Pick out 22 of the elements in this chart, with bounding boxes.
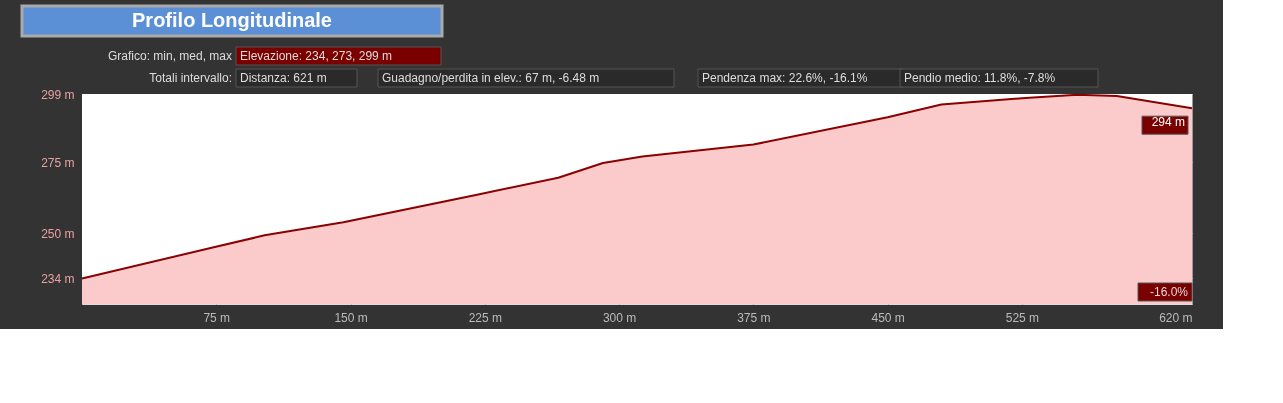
x-tick-label: 150 m	[334, 310, 368, 325]
y-tick-label: 234 m	[41, 271, 75, 286]
annotation: 294 m	[1151, 115, 1185, 130]
y-tick-label: 299 m	[41, 87, 75, 102]
text: Grafico: min, med, max	[107, 49, 232, 63]
x-tick-label: 450 m	[871, 310, 905, 325]
x-tick-label: 525 m	[1005, 310, 1040, 325]
y-tick-label: 275 m	[41, 155, 75, 170]
text: Totali intervallo:	[149, 71, 232, 85]
x-tick-label: 300 m	[602, 310, 637, 325]
x-tick-label: 620 m	[1159, 310, 1193, 325]
text: Pendenza max: 22.6%, -16.1%	[702, 71, 868, 85]
text: Guadagno/perdita in elev.: 67 m, -6.48 m	[382, 71, 600, 85]
x-tick-label: 375 m	[737, 310, 771, 325]
x-tick-label: 75 m	[203, 310, 231, 325]
y-tick-label: 250 m	[41, 226, 75, 241]
x-tick-label: 225 m	[468, 310, 502, 325]
annotation: -16.0%	[1149, 285, 1189, 299]
text: Distanza: 621 m	[240, 71, 327, 85]
text: Pendio medio: 11.8%, -7.8%	[904, 71, 1056, 85]
text: Elevazione: 234, 273, 299 m	[240, 49, 393, 63]
chart-title: Profilo Longitudinale	[132, 9, 332, 31]
